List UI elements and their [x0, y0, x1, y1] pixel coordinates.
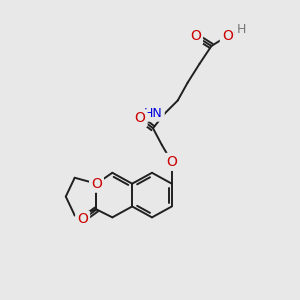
Text: H: H: [236, 22, 246, 36]
Text: HN: HN: [144, 107, 163, 120]
Text: O: O: [222, 29, 233, 43]
Text: O: O: [190, 29, 201, 43]
Text: O: O: [167, 155, 177, 169]
Text: O: O: [135, 111, 146, 125]
Text: O: O: [77, 212, 88, 226]
Text: O: O: [91, 177, 102, 191]
